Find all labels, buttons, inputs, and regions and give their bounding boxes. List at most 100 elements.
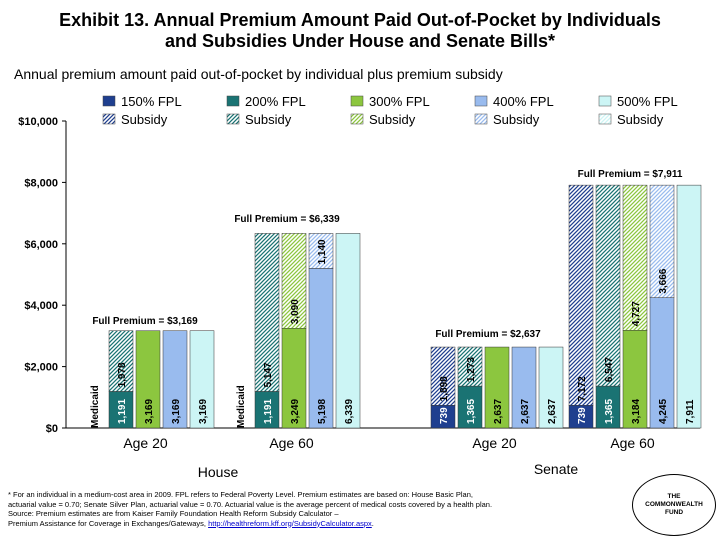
bar-paid — [308, 268, 334, 429]
bar-paid — [108, 391, 134, 429]
y-tick-label: $10,000 — [18, 116, 58, 128]
bar-subsidy — [254, 233, 280, 392]
legend-label: 150% FPL — [121, 94, 182, 109]
y-tick-label: $6,000 — [24, 239, 58, 251]
bar-paid — [335, 233, 361, 429]
bar-subsidy-label: 5,147 — [263, 362, 274, 387]
bar-paid — [595, 385, 621, 429]
legend-label: 500% FPL — [617, 94, 678, 109]
full-premium-label: Full Premium = $7,911 — [578, 169, 683, 180]
bar-subsidy — [308, 233, 334, 269]
y-tick-label: $4,000 — [24, 300, 58, 312]
chart-subtitle: Annual premium amount paid out-of-pocket… — [14, 66, 503, 82]
bar-paid — [538, 346, 564, 429]
bar-subsidy — [108, 330, 134, 392]
bar-paid-label: 739 — [439, 407, 450, 424]
legend-subsidy-swatch — [226, 113, 240, 125]
bar-paid — [281, 328, 307, 429]
bar-paid-label: 3,169 — [171, 399, 182, 424]
legend-label: 400% FPL — [493, 94, 554, 109]
bar-paid — [135, 330, 161, 429]
bar-subsidy-label: 3,666 — [658, 268, 669, 293]
legend-subsidy-swatch — [598, 113, 612, 125]
group-age-label: Age 60 — [269, 435, 314, 451]
footnote: * For an individual in a medium-cost are… — [8, 490, 608, 528]
bar-paid-label: 2,637 — [493, 399, 504, 424]
bar-paid-label: 5,198 — [317, 399, 328, 424]
bar-paid-label: 3,169 — [144, 399, 155, 424]
legend-subsidy-label: Subsidy — [245, 112, 292, 127]
premium-chart: $0 $2,000 $4,000 $6,000 $8,000 $10,000 150% FP… — [18, 94, 702, 480]
bar-paid — [622, 330, 648, 429]
bar-paid-label: 1,191 — [263, 399, 274, 424]
legend-subsidy-swatch — [350, 113, 364, 125]
bar-paid-label: 3,184 — [631, 399, 642, 424]
bar-paid-label: 3,169 — [198, 399, 209, 424]
bar-paid-label: 739 — [577, 407, 588, 424]
group-age-label: Age 20 — [472, 435, 517, 451]
footnote-line2: actuarial value = 0.70; Senate Silver Pl… — [8, 499, 493, 509]
bar-paid-label: 3,249 — [290, 399, 301, 424]
legend-swatch — [474, 95, 488, 107]
bar-subsidy-label: 1,978 — [117, 362, 128, 387]
bar-subsidy-label: 7,172 — [577, 376, 588, 401]
bar-paid-label: 1,365 — [466, 399, 477, 424]
legend-subsidy-swatch — [102, 113, 116, 125]
legend-subsidy-label: Subsidy — [617, 112, 664, 127]
legend-subsidy-label: Subsidy — [493, 112, 540, 127]
bar-subsidy — [281, 233, 307, 329]
legend-label: 300% FPL — [369, 94, 430, 109]
bar-paid — [457, 385, 483, 429]
chart-title: Exhibit 13. Annual Premium Amount Paid O… — [0, 10, 720, 52]
y-tick-label: $2,000 — [24, 362, 58, 374]
bar-paid-label: 7,911 — [685, 399, 696, 424]
bar-subsidy-label: 4,727 — [631, 301, 642, 326]
bar-subsidy — [430, 346, 456, 406]
bar-subsidy-label: 1,898 — [439, 376, 450, 401]
bar-subsidy — [595, 184, 621, 387]
chart-title-line2: and Subsidies Under House and Senate Bil… — [164, 31, 556, 51]
bar-paid — [189, 330, 215, 429]
legend-label: 200% FPL — [245, 94, 306, 109]
y-tick-label: $8,000 — [24, 177, 58, 189]
legend-swatch — [598, 95, 612, 107]
bar-paid — [484, 346, 510, 429]
commonwealth-fund-logo: THE COMMONWEALTH FUND — [632, 474, 716, 536]
full-premium-label: Full Premium = $3,169 — [92, 316, 198, 327]
bar-paid-label: 6,339 — [344, 399, 355, 424]
footnote-line3: Source: Premium estimates are from Kaise… — [8, 509, 339, 518]
medicaid-label: Medicaid — [90, 385, 101, 428]
medicaid-label: Medicaid — [236, 385, 247, 428]
footnote-line4: Premium Assistance for Coverage in Excha… — [8, 518, 374, 528]
legend-subsidy-label: Subsidy — [121, 112, 168, 127]
full-premium-label: Full Premium = $2,637 — [435, 329, 541, 340]
legend-swatch — [102, 95, 116, 107]
bill-label-senate: Senate — [534, 461, 579, 477]
chart-title-line1: Exhibit 13. Annual Premium Amount Paid O… — [59, 10, 661, 30]
bar-subsidy — [622, 184, 648, 331]
bar-subsidy — [649, 184, 675, 298]
bar-paid-label: 4,245 — [658, 399, 669, 424]
bar-subsidy-label: 6,547 — [604, 357, 615, 382]
group-age-label: Age 60 — [610, 435, 655, 451]
bar-paid — [676, 184, 702, 429]
bar-subsidy-label: 3,090 — [290, 299, 301, 324]
full-premium-label: Full Premium = $6,339 — [234, 214, 340, 225]
bar-subsidy — [457, 346, 483, 387]
bar-paid-label: 2,637 — [520, 399, 531, 424]
legend-swatch — [350, 95, 364, 107]
bar-subsidy-label: 1,273 — [466, 357, 477, 382]
legend-swatch — [226, 95, 240, 107]
bill-label-house: House — [198, 464, 239, 480]
bar-paid — [162, 330, 188, 429]
legend-subsidy-label: Subsidy — [369, 112, 416, 127]
source-link[interactable]: http://healthreform.kff.org/SubsidyCalcu… — [208, 518, 372, 528]
bar-paid-label: 2,637 — [547, 399, 558, 424]
bar-paid-label: 1,191 — [117, 399, 128, 424]
footnote-line1: * For an individual in a medium-cost are… — [8, 490, 473, 499]
bar-paid — [511, 346, 537, 429]
y-tick-label: $0 — [46, 423, 58, 435]
legend-subsidy-swatch — [474, 113, 488, 125]
group-age-label: Age 20 — [123, 435, 168, 451]
bar-subsidy — [568, 184, 594, 406]
